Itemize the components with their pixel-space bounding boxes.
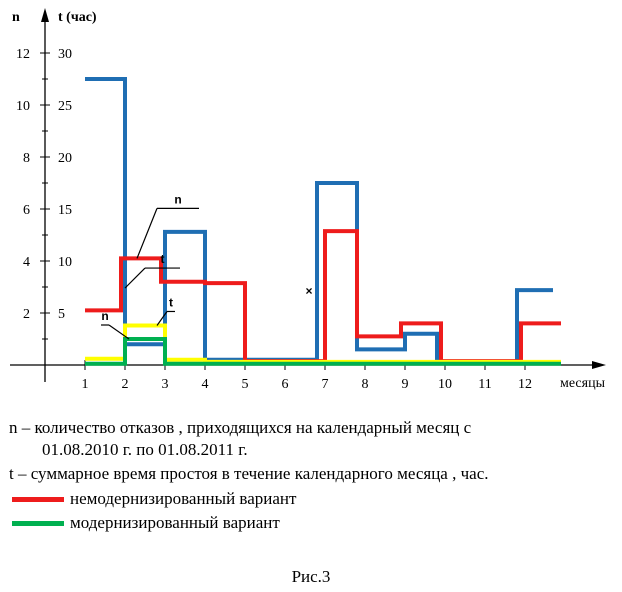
x-tick-label: 9 [402,377,409,392]
x-tick-label: 5 [242,377,249,392]
t-tick-label: 10 [58,255,72,270]
x-tick-label: 4 [202,377,209,392]
n-tick-label: 12 [16,47,30,62]
t-tick-label: 20 [58,151,72,166]
legend-n-description-1: n – количество отказов , приходящихся на… [9,418,472,437]
t-tick-label: 5 [58,307,65,322]
t-axis-title: t (час) [58,10,97,25]
legend-red-label: немодернизированный вариант [70,489,297,508]
n-tick-label: 4 [23,255,30,270]
legend-n-description-2: 01.08.2010 г. по 01.08.2011 г. [42,440,248,459]
x-tick-label: 6 [282,377,289,392]
series-t_unmod [85,77,553,364]
x-tick-label: 2 [122,377,129,392]
legend-green-label: модернизированный вариант [70,513,280,532]
chart-labels: t n t n × [101,192,313,340]
n-tick-label: 6 [23,203,30,218]
figure-caption: Рис.3 [291,567,331,586]
series-n_unmod [85,229,561,364]
callout-label-n: n [101,309,108,323]
x-tick-label: 10 [438,377,452,392]
callout-label-t: t [169,295,173,309]
n-axis-title: n [12,10,20,25]
callout-leader [124,267,146,289]
marker-x: × [305,284,312,298]
x-axis-title: месяцы [560,376,606,391]
t-tick-label: 30 [58,47,72,62]
callout-leader [136,208,158,259]
n-tick-label: 10 [16,99,30,114]
t-tick-label: 25 [58,99,72,114]
series-n_mod [85,337,561,366]
n-tick-label: 2 [23,307,30,322]
callout-leader [156,311,168,326]
chart-series [85,77,561,366]
x-tick-label: 3 [162,377,169,392]
callout-label-t: t [161,252,165,266]
x-tick-label: 11 [478,377,491,392]
legend-red-swatch [12,497,64,502]
callout-leader [108,324,130,340]
x-axis-arrow [592,361,606,369]
callout-label-n: n [174,192,181,206]
x-tick-label: 7 [322,377,329,392]
x-tick-label: 12 [518,377,532,392]
x-tick-label: 1 [82,377,89,392]
legend-t-description: t – суммарное время простоя в течение ка… [9,464,489,483]
t-tick-label: 15 [58,203,72,218]
n-tick-label: 8 [23,151,30,166]
legend-green-swatch [12,521,64,526]
y-axis-arrow [41,8,49,22]
x-tick-label: 8 [362,377,369,392]
